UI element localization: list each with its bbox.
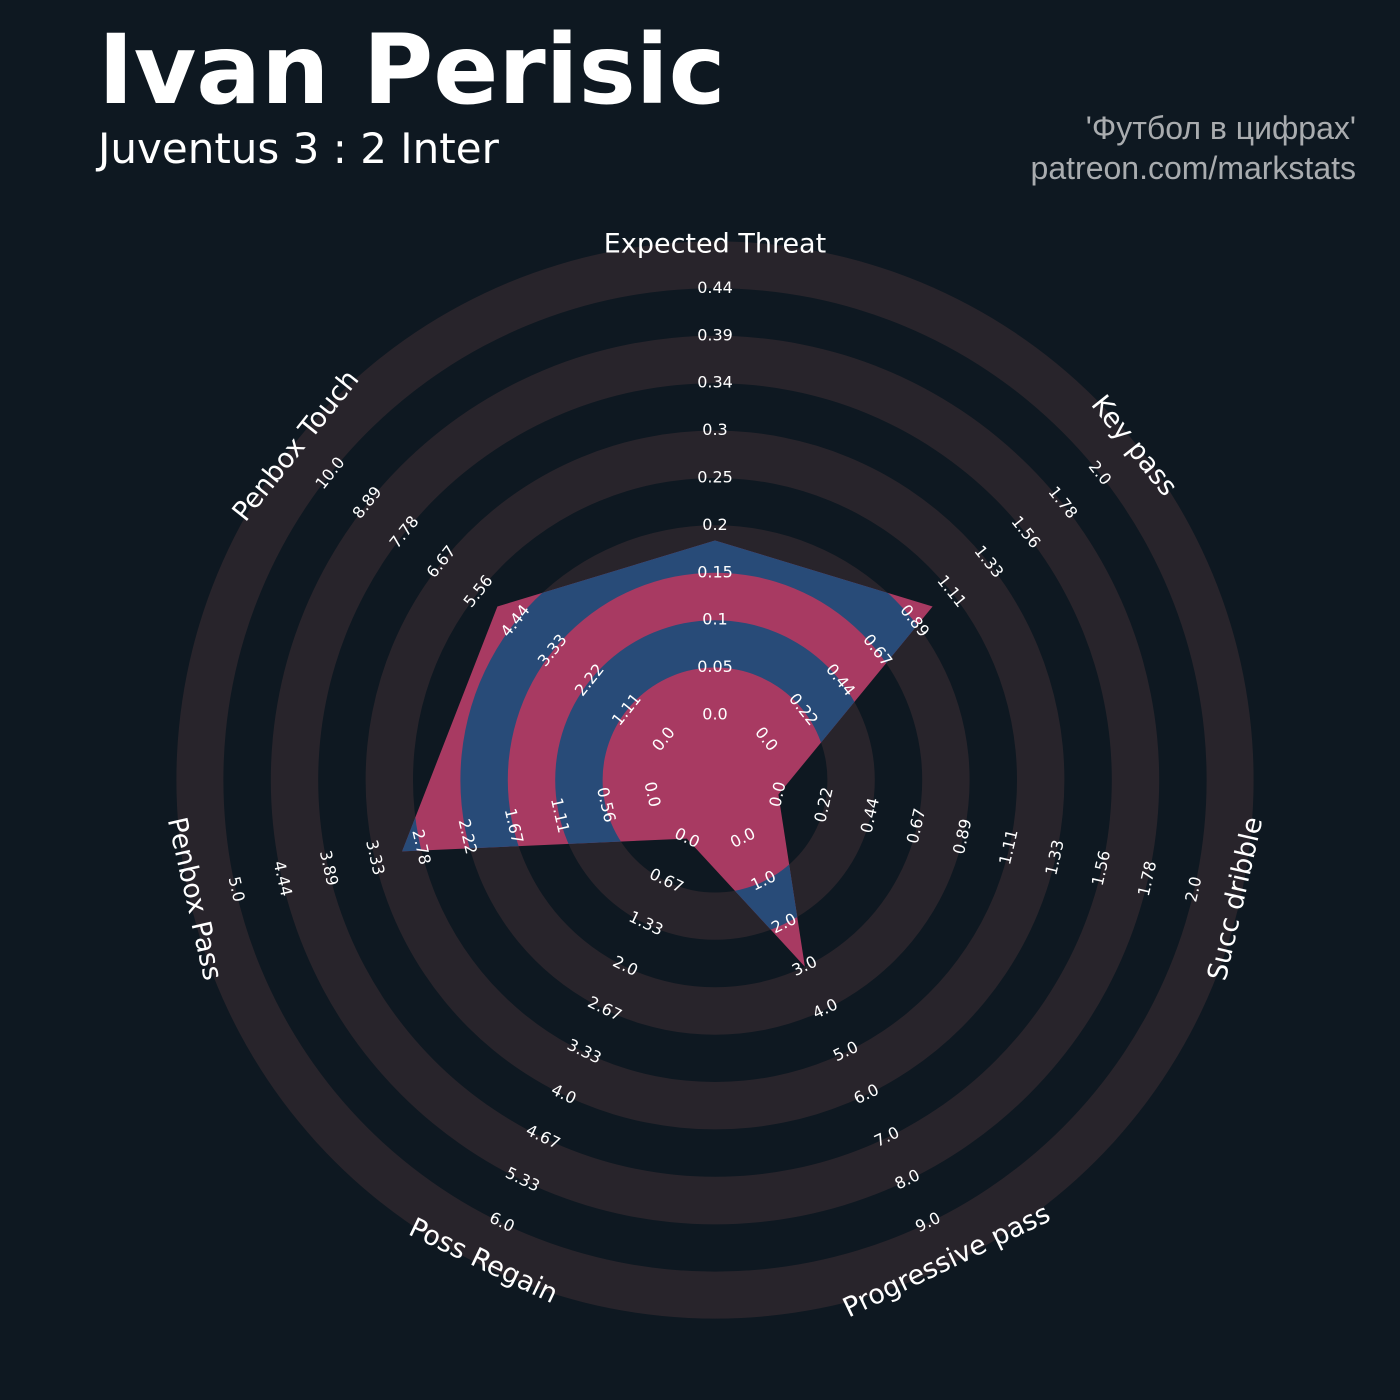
tick-label: 0.05 [697,657,733,676]
match-subtitle: Juventus 3 : 2 Inter [98,124,499,173]
tick-label: 0.39 [697,325,733,344]
tick-label: 0.44 [697,278,733,297]
credit-line-1: 'Футбол в цифрах' [1085,110,1356,146]
tick-label: 0.1 [702,610,727,629]
tick-label: 0.3 [702,420,727,439]
tick-label: 0.0 [702,705,727,724]
axis-label: Expected Threat [604,229,826,260]
tick-label: 0.15 [697,562,733,581]
page-title: Ivan Perisic [98,14,726,126]
tick-label: 0.2 [702,515,727,534]
tick-label: 0.34 [697,373,733,392]
credit-block: 'Футбол в цифрах' patreon.com/markstats [1031,108,1356,188]
value-area-core [650,715,780,845]
credit-line-2: patreon.com/markstats [1030,150,1356,186]
tick-label: 0.25 [697,468,733,487]
